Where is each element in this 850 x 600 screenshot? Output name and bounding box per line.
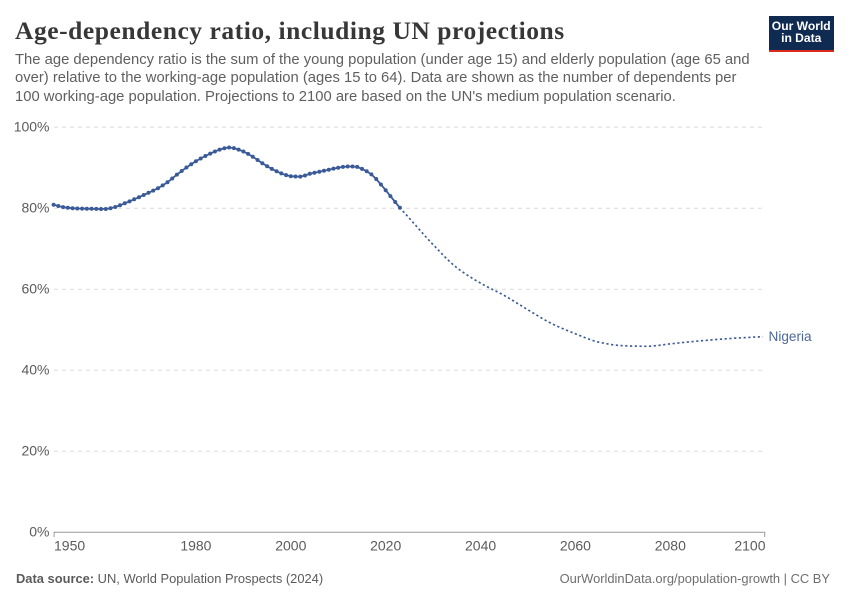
svg-text:2000: 2000 (275, 538, 306, 554)
svg-text:1980: 1980 (180, 538, 211, 554)
svg-text:2100: 2100 (734, 538, 765, 554)
svg-text:1950: 1950 (54, 538, 85, 554)
svg-text:100%: 100% (14, 119, 50, 135)
svg-text:2040: 2040 (465, 538, 496, 554)
svg-text:40%: 40% (21, 362, 49, 378)
svg-text:2060: 2060 (560, 538, 591, 554)
svg-text:Nigeria: Nigeria (769, 329, 813, 344)
svg-text:20%: 20% (21, 443, 49, 459)
svg-text:80%: 80% (21, 200, 49, 216)
svg-text:2020: 2020 (370, 538, 401, 554)
svg-text:0%: 0% (29, 524, 49, 540)
svg-text:2080: 2080 (655, 538, 686, 554)
svg-text:60%: 60% (21, 281, 49, 297)
